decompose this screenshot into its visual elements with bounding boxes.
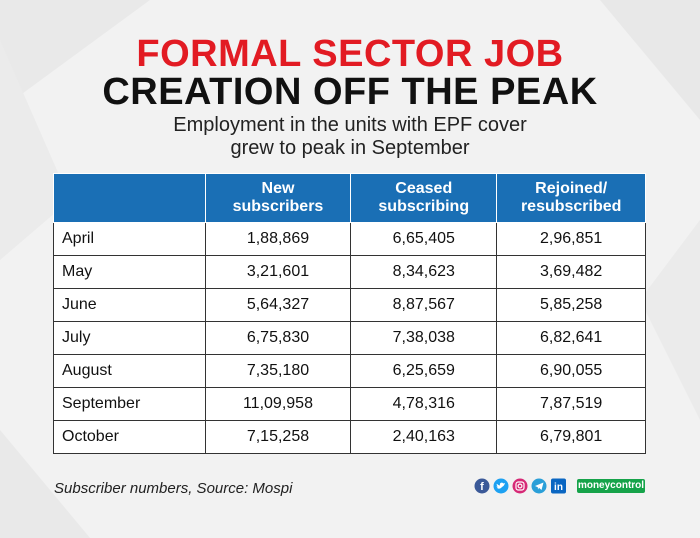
cell-new: 5,64,327 — [204, 288, 352, 322]
cell-ceased: 8,87,567 — [350, 288, 498, 322]
moneycontrol-logo: moneycontrol — [577, 479, 645, 493]
cell-ceased: 6,25,659 — [350, 354, 498, 388]
subscriber-table: New subscribers Ceased subscribing Rejoi… — [53, 173, 646, 454]
telegram-icon[interactable] — [531, 478, 547, 494]
header-ceased-subscribing: Ceased subscribing — [350, 173, 498, 223]
cell-new: 1,88,869 — [204, 222, 352, 256]
header-new-line2: subscribers — [232, 198, 324, 215]
table-header-row: New subscribers Ceased subscribing Rejoi… — [53, 173, 646, 223]
subtitle-line-2: grew to peak in September — [230, 137, 470, 159]
table-row: May 3,21,601 8,34,623 3,69,482 — [53, 255, 646, 289]
cell-rejoined: 2,96,851 — [496, 222, 646, 256]
twitter-icon[interactable] — [493, 478, 509, 494]
cell-month: September — [53, 387, 206, 421]
cell-ceased: 2,40,163 — [350, 420, 498, 454]
table-row: October 7,15,258 2,40,163 6,79,801 — [53, 420, 646, 454]
cell-new: 7,35,180 — [204, 354, 352, 388]
facebook-icon[interactable]: f — [474, 478, 490, 494]
table-row: July 6,75,830 7,38,038 6,82,641 — [53, 321, 646, 355]
cell-rejoined: 3,69,482 — [496, 255, 646, 289]
social-icons: f in — [474, 478, 566, 494]
source-note: Subscriber numbers, Source: Mospi — [54, 480, 293, 497]
header-new-subscribers: New subscribers — [204, 173, 352, 223]
header-ceased-line2: subscribing — [378, 198, 470, 215]
linkedin-icon[interactable]: in — [551, 478, 566, 494]
table-row: August 7,35,180 6,25,659 6,90,055 — [53, 354, 646, 388]
cell-new: 6,75,830 — [204, 321, 352, 355]
cell-ceased: 7,38,038 — [350, 321, 498, 355]
cell-rejoined: 5,85,258 — [496, 288, 646, 322]
title-line-2: CREATION OFF THE PEAK — [102, 71, 598, 113]
header-rejoined: Rejoined/ resubscribed — [496, 173, 646, 223]
cell-ceased: 6,65,405 — [350, 222, 498, 256]
cell-month: April — [53, 222, 206, 256]
table-row: April 1,88,869 6,65,405 2,96,851 — [53, 222, 646, 256]
header-ceased-line1: Ceased — [395, 180, 453, 197]
header-month — [53, 173, 206, 223]
cell-rejoined: 6,82,641 — [496, 321, 646, 355]
header-new-line1: New — [261, 180, 295, 197]
cell-rejoined: 6,90,055 — [496, 354, 646, 388]
cell-month: October — [53, 420, 206, 454]
cell-ceased: 4,78,316 — [350, 387, 498, 421]
subtitle-line-1: Employment in the units with EPF cover — [173, 114, 527, 136]
cell-month: June — [53, 288, 206, 322]
header-rejoined-line1: Rejoined/ — [535, 180, 608, 197]
cell-new: 11,09,958 — [204, 387, 352, 421]
svg-text:in: in — [554, 482, 563, 493]
table-row: June 5,64,327 8,87,567 5,85,258 — [53, 288, 646, 322]
cell-month: August — [53, 354, 206, 388]
cell-month: May — [53, 255, 206, 289]
cell-rejoined: 6,79,801 — [496, 420, 646, 454]
title-line-1: FORMAL SECTOR JOB — [136, 33, 564, 75]
instagram-icon[interactable] — [512, 478, 528, 494]
header-rejoined-line2: resubscribed — [520, 198, 622, 215]
cell-rejoined: 7,87,519 — [496, 387, 646, 421]
cell-new: 7,15,258 — [204, 420, 352, 454]
cell-month: July — [53, 321, 206, 355]
cell-ceased: 8,34,623 — [350, 255, 498, 289]
table-row: September 11,09,958 4,78,316 7,87,519 — [53, 387, 646, 421]
cell-new: 3,21,601 — [204, 255, 352, 289]
svg-text:f: f — [480, 481, 484, 493]
